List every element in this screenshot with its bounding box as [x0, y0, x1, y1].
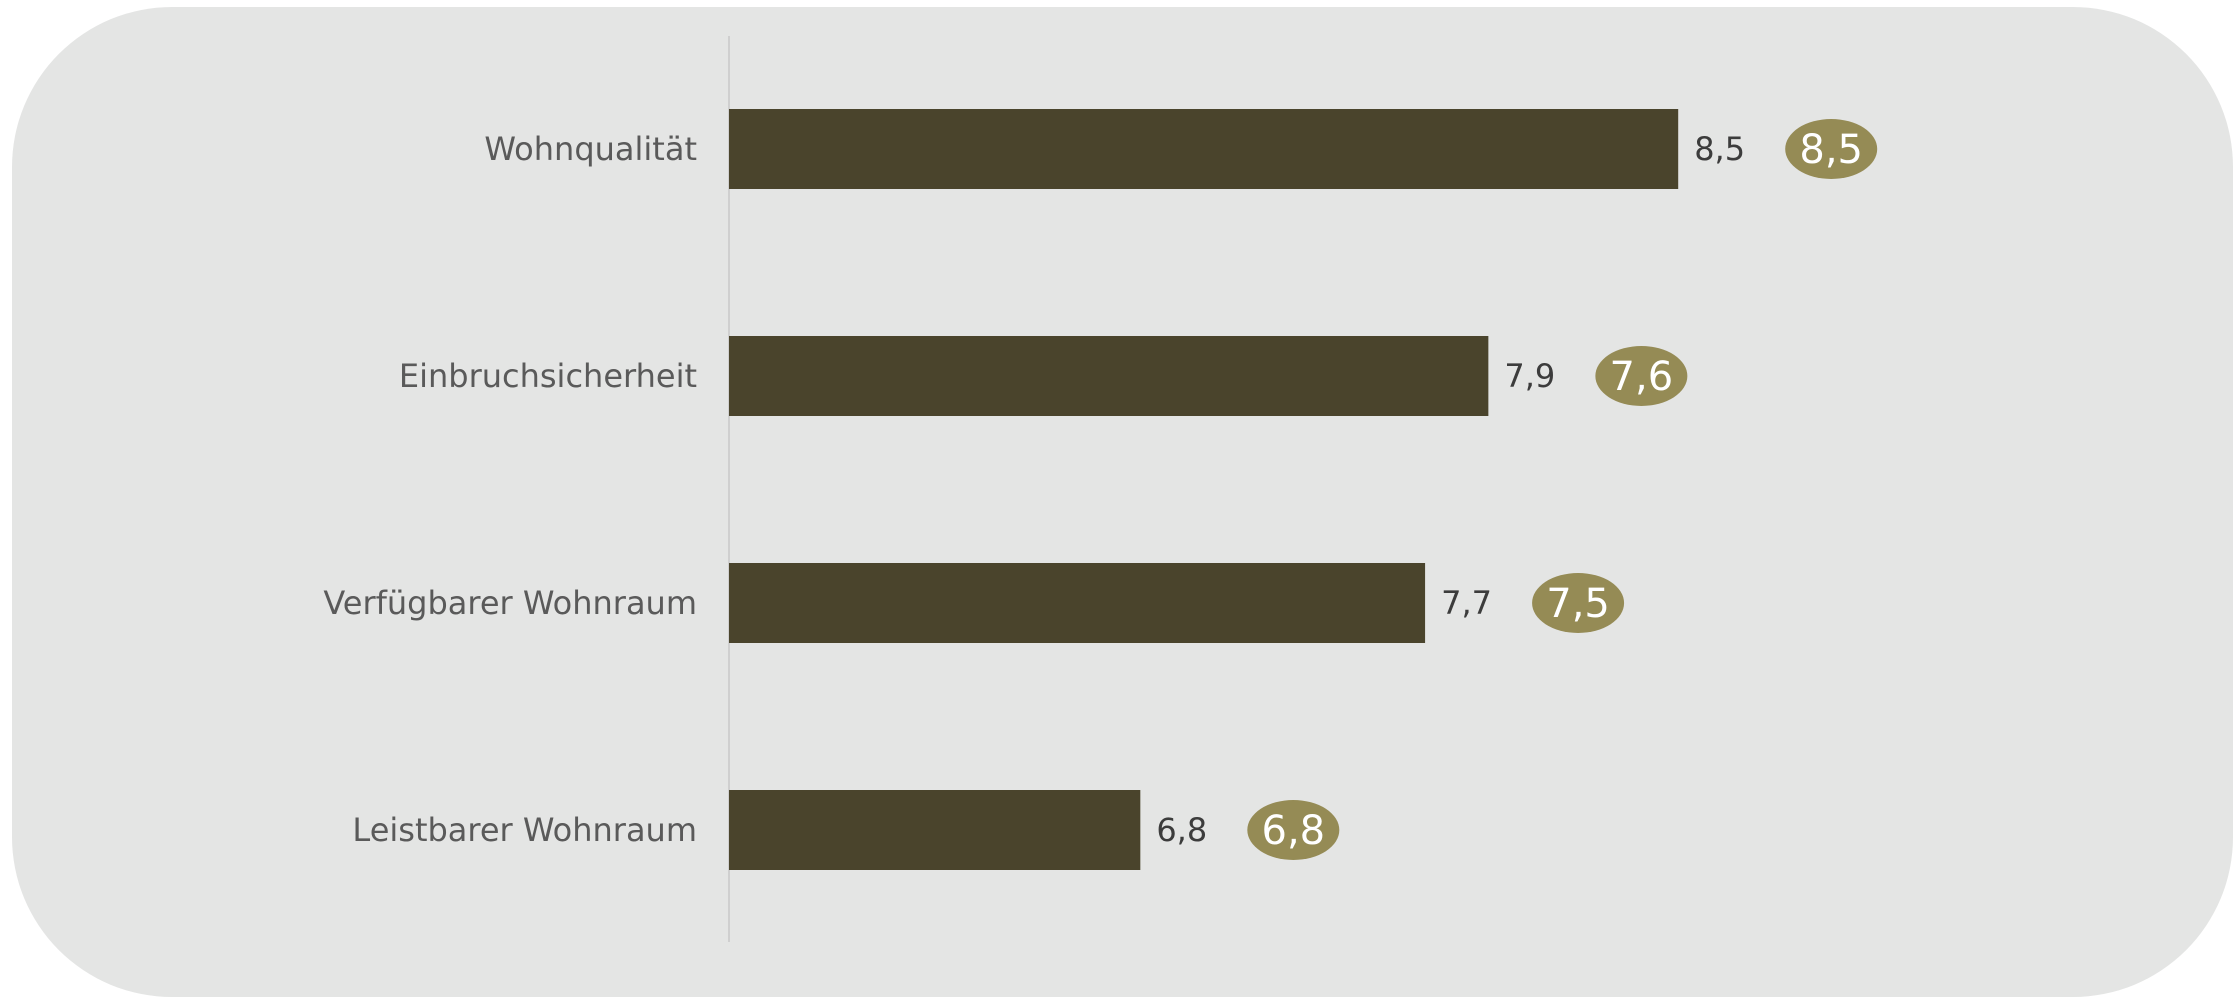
comparison-badge-label: 7,6: [1610, 354, 1674, 400]
bars: Wohnqualität 8,5 8,5 Einbruchsicherheit 7,9 7…: [323, 109, 1878, 870]
category-label: Leistbarer Wohnraum: [352, 811, 697, 849]
bar: [729, 790, 1141, 870]
category-label: Wohnqualität: [484, 130, 697, 168]
value-label: 7,9: [1504, 357, 1555, 395]
category-label: Einbruchsicherheit: [399, 357, 697, 395]
comparison-badge: [1247, 800, 1340, 860]
comparison-badge: [1785, 119, 1878, 179]
category-label: Verfügbarer Wohnraum: [323, 584, 697, 622]
comparison-badge-label: 6,8: [1262, 808, 1326, 854]
value-label: 6,8: [1156, 811, 1207, 849]
bar: [729, 336, 1489, 416]
value-label: 7,7: [1441, 584, 1492, 622]
comparison-badge: [1532, 573, 1625, 633]
bar: [729, 109, 1679, 189]
value-label: 8,5: [1694, 130, 1745, 168]
comparison-badge-label: 8,5: [1799, 127, 1863, 173]
bar: [729, 563, 1426, 643]
comparison-badge: [1595, 346, 1688, 406]
comparison-badge-label: 7,5: [1546, 581, 1610, 627]
bar-chart: Wohnqualität 8,5 8,5 Einbruchsicherheit 7,9 7…: [323, 36, 1878, 942]
